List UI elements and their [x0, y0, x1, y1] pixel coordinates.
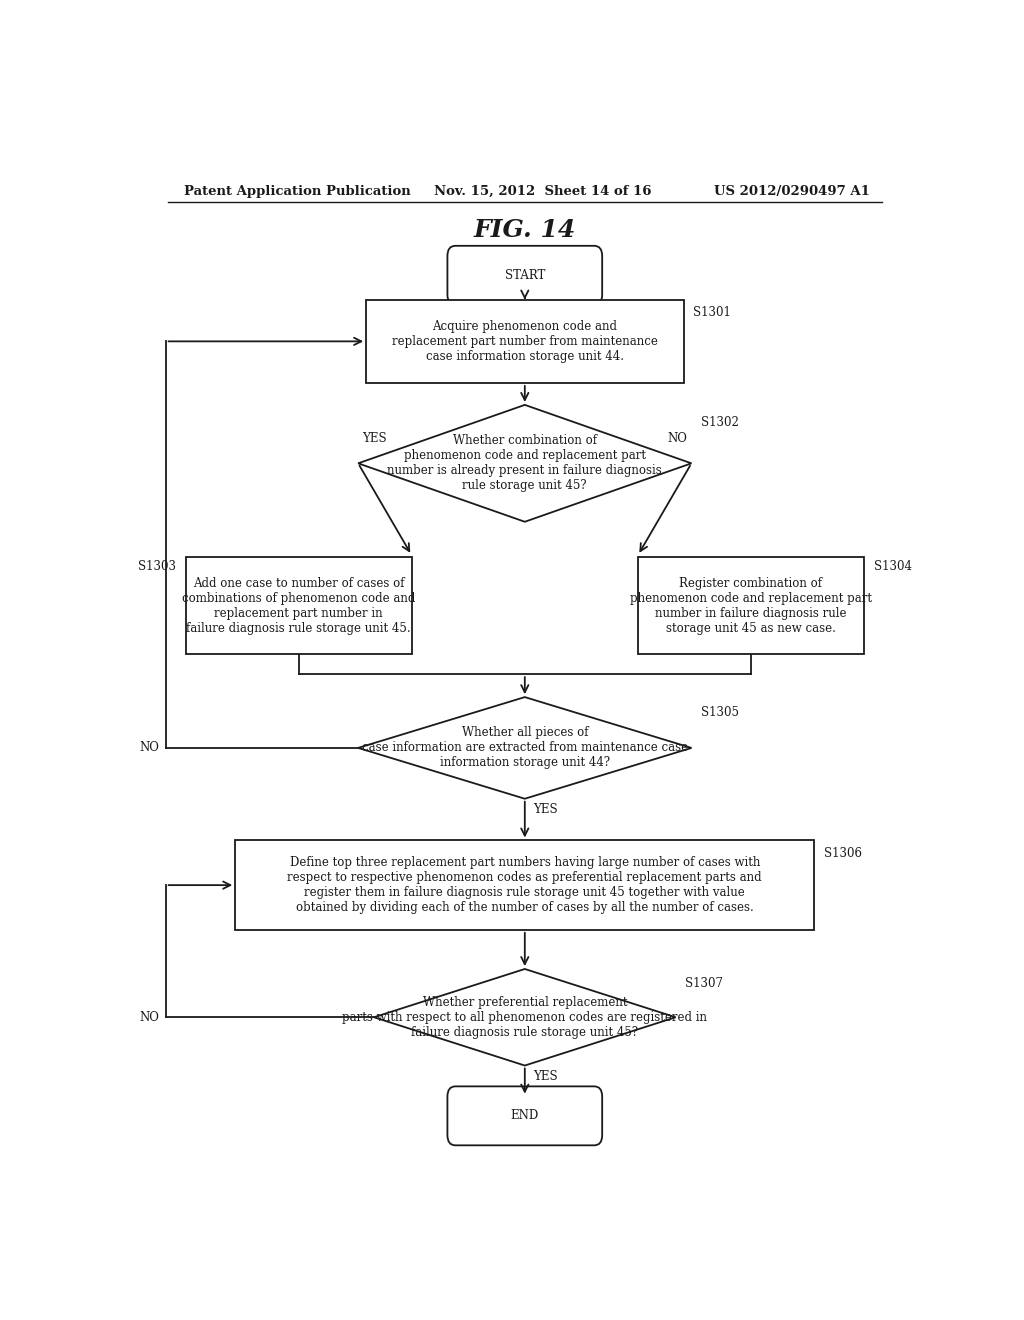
- Text: Whether all pieces of
case information are extracted from maintenance case
infor: Whether all pieces of case information a…: [361, 726, 688, 770]
- Bar: [236, 841, 814, 929]
- Text: YES: YES: [532, 803, 557, 816]
- Text: S1303: S1303: [138, 561, 176, 573]
- Text: END: END: [511, 1109, 539, 1122]
- Text: Whether preferential replacement
parts with respect to all phenomenon codes are : Whether preferential replacement parts w…: [342, 995, 708, 1039]
- Text: NO: NO: [139, 1011, 160, 1024]
- Text: S1304: S1304: [873, 561, 911, 573]
- Text: Whether combination of
phenomenon code and replacement part
number is already pr: Whether combination of phenomenon code a…: [387, 434, 663, 492]
- Bar: [638, 557, 864, 653]
- Text: Register combination of
phenomenon code and replacement part
number in failure d: Register combination of phenomenon code …: [630, 577, 872, 635]
- Polygon shape: [358, 405, 691, 521]
- Bar: [185, 557, 412, 653]
- Text: S1302: S1302: [701, 416, 739, 429]
- Text: US 2012/0290497 A1: US 2012/0290497 A1: [714, 185, 870, 198]
- Text: S1306: S1306: [824, 847, 862, 861]
- Polygon shape: [358, 697, 691, 799]
- Text: S1307: S1307: [685, 977, 723, 990]
- Polygon shape: [374, 969, 676, 1065]
- Text: Add one case to number of cases of
combinations of phenomenon code and
replaceme: Add one case to number of cases of combi…: [182, 577, 416, 635]
- Text: START: START: [505, 269, 545, 281]
- Text: YES: YES: [362, 432, 387, 445]
- FancyBboxPatch shape: [447, 1086, 602, 1146]
- Text: Acquire phenomenon code and
replacement part number from maintenance
case inform: Acquire phenomenon code and replacement …: [392, 319, 657, 363]
- Text: Define top three replacement part numbers having large number of cases with
resp: Define top three replacement part number…: [288, 857, 762, 915]
- Text: NO: NO: [668, 432, 687, 445]
- FancyBboxPatch shape: [447, 246, 602, 305]
- Text: Nov. 15, 2012  Sheet 14 of 16: Nov. 15, 2012 Sheet 14 of 16: [433, 185, 651, 198]
- Text: YES: YES: [532, 1069, 557, 1082]
- Text: NO: NO: [139, 742, 160, 755]
- Text: S1305: S1305: [701, 706, 739, 719]
- Text: Patent Application Publication: Patent Application Publication: [183, 185, 411, 198]
- Bar: [367, 300, 684, 383]
- Text: S1301: S1301: [693, 306, 731, 318]
- Text: FIG. 14: FIG. 14: [474, 218, 575, 242]
